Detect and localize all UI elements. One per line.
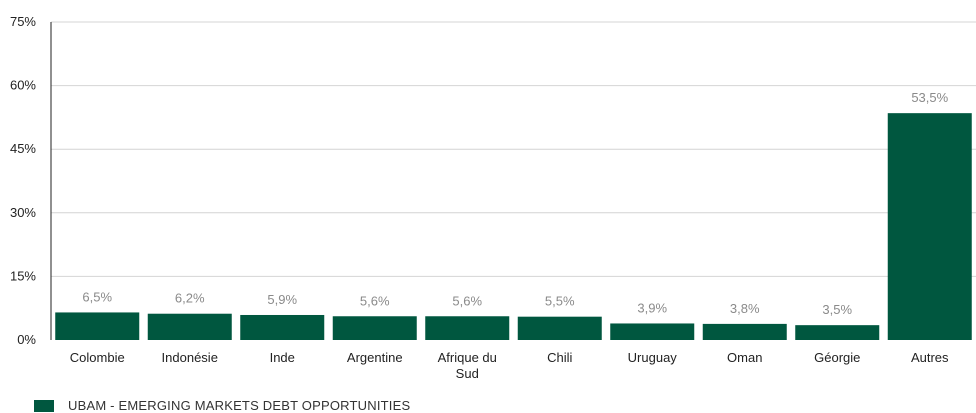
y-tick-label: 15% xyxy=(10,268,36,283)
x-tick-label: Sud xyxy=(456,366,479,381)
bar xyxy=(795,325,879,340)
legend-swatch xyxy=(34,400,54,412)
data-label: 6,5% xyxy=(82,289,112,304)
legend-label: UBAM - EMERGING MARKETS DEBT OPPORTUNITI… xyxy=(68,398,410,413)
data-label: 5,6% xyxy=(360,293,390,308)
bar xyxy=(888,113,972,340)
data-label: 3,9% xyxy=(637,300,667,315)
bar xyxy=(518,317,602,340)
legend: UBAM - EMERGING MARKETS DEBT OPPORTUNITI… xyxy=(34,398,410,413)
bar xyxy=(55,312,139,340)
x-tick-label: Inde xyxy=(270,350,295,365)
data-label: 6,2% xyxy=(175,291,205,306)
y-tick-label: 60% xyxy=(10,78,36,93)
x-tick-label: Oman xyxy=(727,350,762,365)
data-label: 5,5% xyxy=(545,294,575,309)
data-label: 5,6% xyxy=(452,293,482,308)
x-tick-label: Chili xyxy=(547,350,572,365)
x-tick-label: Uruguay xyxy=(628,350,678,365)
x-tick-label: Colombie xyxy=(70,350,125,365)
y-tick-label: 45% xyxy=(10,141,36,156)
data-label: 3,8% xyxy=(730,301,760,316)
bar xyxy=(703,324,787,340)
bar xyxy=(148,314,232,340)
bar xyxy=(240,315,324,340)
bar xyxy=(333,316,417,340)
y-tick-label: 75% xyxy=(10,14,36,29)
data-label: 5,9% xyxy=(267,292,297,307)
y-tick-label: 0% xyxy=(17,332,36,347)
bar xyxy=(425,316,509,340)
x-tick-label: Argentine xyxy=(347,350,403,365)
data-label: 53,5% xyxy=(911,90,948,105)
bar xyxy=(610,323,694,340)
x-tick-label: Géorgie xyxy=(814,350,860,365)
data-label: 3,5% xyxy=(822,302,852,317)
x-tick-label: Autres xyxy=(911,350,949,365)
x-tick-label: Afrique du xyxy=(438,350,497,365)
x-tick-label: Indonésie xyxy=(162,350,218,365)
y-tick-label: 30% xyxy=(10,205,36,220)
